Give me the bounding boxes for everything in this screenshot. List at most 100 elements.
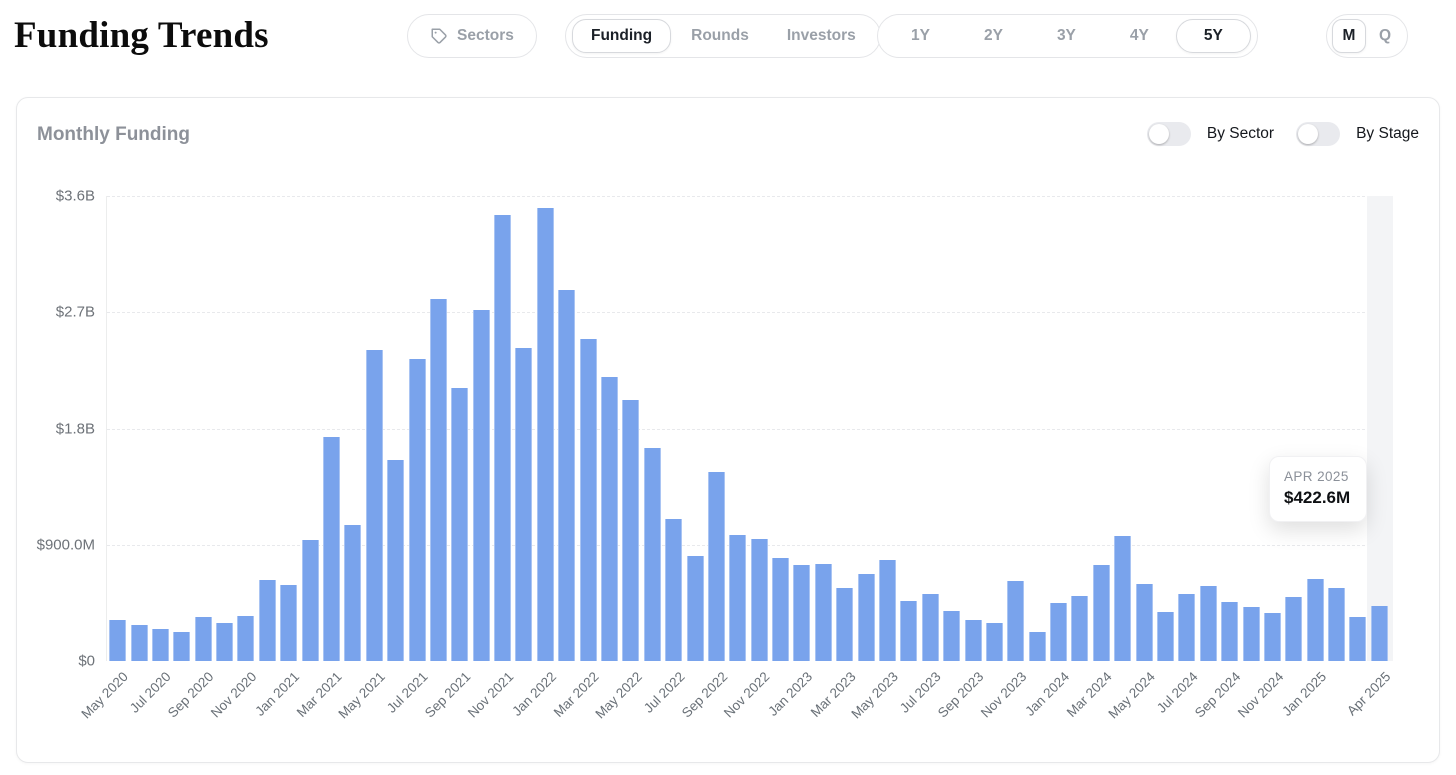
bar-Jun-2022[interactable] — [643, 447, 661, 661]
tab-investors[interactable]: Investors — [786, 27, 856, 44]
bar-Aug-2023[interactable] — [943, 610, 961, 661]
x-axis-tick-label: Sep 2020 — [165, 669, 217, 721]
bar-Jul-2023[interactable] — [921, 593, 939, 661]
bar-Mar-2022[interactable] — [579, 338, 597, 661]
bar-Nov-2024[interactable] — [1263, 613, 1281, 661]
gridline-1800 — [107, 428, 1390, 430]
bar-Apr-2022[interactable] — [601, 376, 618, 661]
bar-Sep-2021[interactable] — [451, 387, 469, 661]
bar-Sep-2022[interactable] — [707, 472, 725, 661]
bar-Oct-2024[interactable] — [1242, 607, 1260, 661]
range-3y[interactable]: 3Y — [1056, 27, 1076, 44]
bar-Dec-2023[interactable] — [1028, 631, 1046, 661]
x-axis-tick-label: Jan 2024 — [1022, 669, 1073, 719]
bar-Apr-2025[interactable] — [1370, 606, 1388, 661]
by-stage-label: By Stage — [1356, 125, 1419, 142]
bar-Dec-2024[interactable] — [1285, 596, 1303, 661]
bar-Nov-2022[interactable] — [750, 539, 768, 661]
bar-Mar-2024[interactable] — [1092, 564, 1110, 661]
granularity-monthly[interactable]: M — [1332, 19, 1366, 53]
bar-Aug-2021[interactable] — [429, 298, 447, 661]
gridline-2700 — [107, 312, 1390, 314]
top-navigation-bar: Funding Trends Sectors Funding Rounds In… — [0, 0, 1456, 85]
bar-Feb-2023[interactable] — [814, 563, 832, 661]
bar-Feb-2025[interactable] — [1328, 588, 1346, 661]
gridline-3600 — [107, 196, 1390, 197]
x-axis-tick-label: Sep 2024 — [1191, 669, 1244, 721]
tab-funding[interactable]: Funding — [572, 19, 672, 53]
bar-Jul-2021[interactable] — [408, 358, 426, 661]
by-stage-toggle-unit: By Stage — [1296, 122, 1419, 146]
by-stage-toggle[interactable] — [1296, 122, 1341, 146]
bar-May-2021[interactable] — [365, 349, 383, 661]
bar-Oct-2021[interactable] — [472, 309, 490, 661]
bar-Aug-2022[interactable] — [686, 555, 704, 661]
bar-Jan-2024[interactable] — [1050, 602, 1068, 661]
bar-Feb-2024[interactable] — [1071, 596, 1089, 661]
bar-Nov-2021[interactable] — [494, 215, 512, 661]
bar-Oct-2022[interactable] — [729, 535, 747, 661]
bar-Jul-2024[interactable] — [1178, 593, 1196, 661]
bar-Dec-2020[interactable] — [258, 580, 276, 661]
bar-Jun-2020[interactable] — [130, 625, 148, 661]
x-axis-tick-label: Sep 2021 — [421, 669, 474, 721]
x-axis-tick-label: May 2020 — [78, 669, 132, 722]
x-axis-tick-label: Jan 2025 — [1278, 669, 1329, 719]
x-axis-tick-label: Nov 2023 — [977, 669, 1030, 721]
tooltip-value: $422.6M — [1284, 488, 1351, 507]
bar-Nov-2023[interactable] — [1007, 581, 1025, 661]
y-axis-tick-label: $2.7B — [55, 303, 95, 321]
granularity-quarterly[interactable]: Q — [1378, 27, 1392, 44]
bar-Jul-2022[interactable] — [665, 518, 683, 661]
x-axis-tick-label: Nov 2022 — [721, 669, 773, 721]
bar-Jun-2021[interactable] — [387, 460, 405, 661]
bar-Aug-2024[interactable] — [1199, 585, 1217, 661]
range-4y[interactable]: 4Y — [1129, 27, 1149, 44]
bar-Aug-2020[interactable] — [173, 631, 191, 661]
bar-Feb-2021[interactable] — [301, 539, 319, 661]
range-1y[interactable]: 1Y — [911, 27, 930, 44]
bar-Sep-2024[interactable] — [1221, 602, 1239, 661]
bar-Dec-2022[interactable] — [772, 557, 790, 661]
by-sector-label: By Sector — [1206, 125, 1275, 142]
bar-Jun-2024[interactable] — [1156, 611, 1174, 661]
bar-Apr-2024[interactable] — [1114, 535, 1132, 661]
bar-Jan-2021[interactable] — [280, 584, 298, 661]
bar-Sep-2020[interactable] — [194, 617, 212, 661]
bar-Apr-2023[interactable] — [857, 573, 875, 661]
bar-May-2022[interactable] — [622, 399, 640, 661]
bar-Apr-2021[interactable] — [344, 525, 362, 661]
bar-May-2024[interactable] — [1135, 584, 1153, 661]
gridline-900 — [107, 544, 1390, 546]
bar-Oct-2020[interactable] — [216, 622, 234, 661]
bar-Sep-2023[interactable] — [964, 619, 982, 661]
by-sector-toggle[interactable] — [1146, 122, 1191, 146]
chart-tooltip: APR 2025 $422.6M — [1269, 456, 1368, 522]
x-axis-tick-label: May 2021 — [335, 669, 388, 722]
bar-Jan-2022[interactable] — [536, 208, 554, 661]
bar-Dec-2021[interactable] — [515, 347, 533, 661]
range-2y[interactable]: 2Y — [983, 27, 1003, 44]
x-axis-tick-label: Nov 2021 — [464, 669, 517, 721]
bar-Jul-2020[interactable] — [151, 629, 169, 661]
bar-May-2020[interactable] — [109, 619, 127, 661]
sectors-button[interactable]: Sectors — [407, 14, 537, 58]
bar-Nov-2020[interactable] — [237, 616, 255, 661]
bar-Mar-2023[interactable] — [836, 587, 854, 661]
bar-Oct-2023[interactable] — [985, 622, 1003, 661]
bar-May-2023[interactable] — [878, 560, 896, 661]
bar-Mar-2021[interactable] — [323, 436, 341, 661]
page-title: Funding Trends — [14, 15, 269, 56]
hover-highlight-band — [1366, 196, 1393, 661]
bar-Jan-2025[interactable] — [1306, 579, 1324, 661]
range-5y[interactable]: 5Y — [1175, 19, 1251, 53]
y-axis-tick-label: $0 — [78, 652, 95, 670]
tab-rounds[interactable]: Rounds — [691, 27, 749, 44]
bar-Jan-2023[interactable] — [793, 565, 811, 661]
bar-Mar-2025[interactable] — [1349, 617, 1367, 661]
y-axis-tick-label: $3.6B — [55, 187, 95, 205]
bar-Jun-2023[interactable] — [900, 600, 918, 661]
bar-Feb-2022[interactable] — [558, 289, 576, 661]
tooltip-month: APR 2025 — [1284, 469, 1349, 484]
